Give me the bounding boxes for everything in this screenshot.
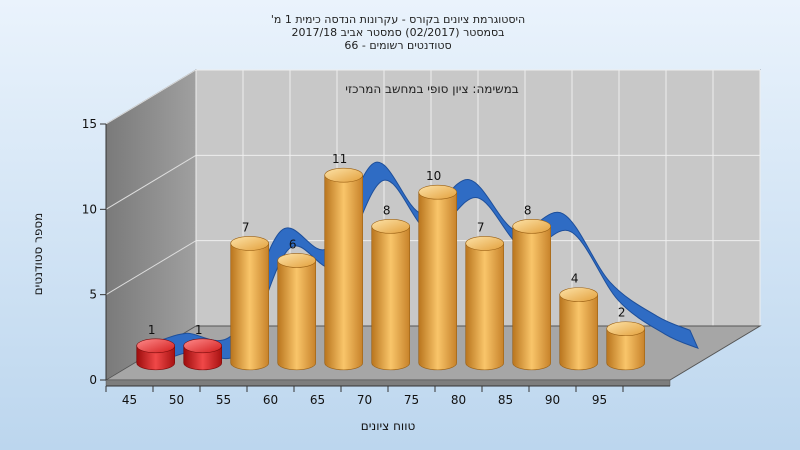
- bar-value-label: 4: [571, 272, 579, 286]
- x-tick-label: 45: [122, 393, 137, 407]
- bar-70: 8: [371, 203, 411, 371]
- bar-cap: [465, 236, 505, 251]
- bar-body: [324, 174, 363, 371]
- grid-line-side: [105, 69, 197, 125]
- bar-body: [371, 226, 410, 371]
- x-tick-label: 95: [592, 393, 607, 407]
- title-line-2: בסמסטר (02/2017) סמסטר אביב 2017/18: [291, 26, 504, 39]
- y-tick-label: 10: [82, 202, 97, 216]
- bar-value-label: 10: [426, 169, 441, 183]
- bar-value-label: 1: [195, 323, 203, 337]
- bar-cap: [136, 338, 175, 354]
- bar-body: [559, 294, 598, 371]
- bar-60: 6: [277, 237, 317, 371]
- x-tick-label: 75: [404, 393, 419, 407]
- bar-value-label: 11: [332, 152, 347, 166]
- bar-value-label: 7: [242, 220, 250, 234]
- bar-90: 4: [559, 272, 599, 371]
- x-tick-label: 90: [545, 393, 560, 407]
- bar-85: 8: [512, 203, 552, 371]
- bar-cap: [512, 219, 552, 234]
- bar-value-label: 1: [148, 323, 156, 337]
- bar-body: [606, 328, 645, 371]
- bar-cap: [277, 253, 317, 268]
- title-line-1: היסטוגרמת ציונים בקורס - עקרונות הנדסה כ…: [271, 13, 525, 26]
- bar-80: 7: [465, 220, 505, 371]
- bar-95: 2: [606, 306, 646, 371]
- y-axis: 0 5 10 15: [82, 117, 107, 387]
- bar-cap: [371, 219, 411, 234]
- bar-body: [230, 243, 269, 371]
- floor-edge: [105, 379, 671, 387]
- bar-value-label: 8: [383, 203, 391, 217]
- y-tick-label: 0: [89, 373, 97, 387]
- x-tick-label: 60: [263, 393, 278, 407]
- bar-body: [512, 226, 551, 371]
- bar-55: 7: [230, 220, 269, 371]
- bar-value-label: 2: [618, 306, 626, 320]
- bar-50: 1: [183, 323, 222, 371]
- x-tick-label: 65: [310, 393, 325, 407]
- grid-line-side: [105, 240, 197, 296]
- y-axis-title: מספר סטודנטים: [31, 213, 45, 296]
- bar-cap: [559, 287, 599, 302]
- bar-cap: [418, 184, 458, 200]
- x-tick-label: 55: [216, 393, 231, 407]
- bar-body: [277, 260, 316, 371]
- bar-cap: [230, 236, 269, 251]
- x-tick-label: 80: [451, 393, 466, 407]
- chart-title: היסטוגרמת ציונים בקורס - עקרונות הנדסה כ…: [271, 13, 525, 52]
- y-tick-label: 15: [82, 117, 97, 131]
- bar-cap: [183, 338, 222, 354]
- x-tick-label: 50: [169, 393, 184, 407]
- x-axis: 45 50 55 60 65 70 75 80 85 90 95: [105, 385, 670, 407]
- x-axis-title: טווח ציונים: [361, 419, 416, 433]
- bar-value-label: 6: [289, 237, 297, 251]
- y-tick-label: 5: [89, 288, 97, 302]
- bar-value-label: 7: [477, 220, 485, 234]
- x-tick-label: 85: [498, 393, 513, 407]
- bar-body: [465, 243, 504, 371]
- chart-annotation: במשימה: ציון סופי במחשב המרכזי: [345, 82, 519, 96]
- bar-body: [418, 191, 457, 371]
- x-tick-label: 70: [357, 393, 372, 407]
- bar-value-label: 8: [524, 203, 532, 217]
- grid-line-side: [105, 154, 197, 210]
- bar-cap: [606, 321, 646, 337]
- title-line-3: סטודנטים רשומים - 66: [344, 39, 451, 52]
- bar-45: 1: [136, 323, 175, 371]
- bar-75: 10: [418, 169, 458, 371]
- bar-65: 11: [324, 152, 364, 371]
- bar-cap: [324, 167, 364, 183]
